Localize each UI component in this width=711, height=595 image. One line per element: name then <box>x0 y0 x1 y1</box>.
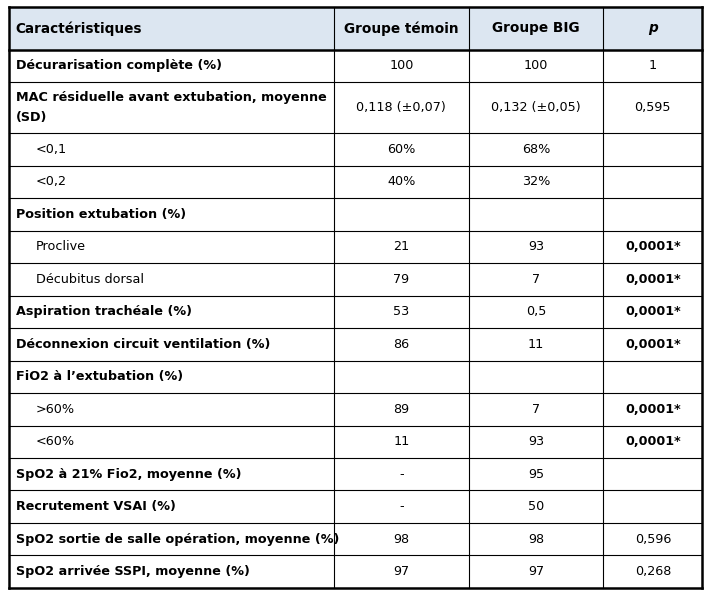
Text: SpO2 à 21% Fio2, moyenne (%): SpO2 à 21% Fio2, moyenne (%) <box>16 468 241 481</box>
Text: 7: 7 <box>532 403 540 416</box>
Text: 79: 79 <box>393 273 410 286</box>
Bar <box>9 296 702 328</box>
Text: 0,0001*: 0,0001* <box>625 338 680 351</box>
Bar <box>9 231 702 263</box>
Text: <60%: <60% <box>36 436 75 448</box>
Text: MAC résiduelle avant extubation, moyenne: MAC résiduelle avant extubation, moyenne <box>16 91 326 104</box>
Bar <box>9 361 702 393</box>
Text: 53: 53 <box>393 305 410 318</box>
Text: 0,118 (±0,07): 0,118 (±0,07) <box>356 101 447 114</box>
Bar <box>9 263 702 296</box>
Text: 100: 100 <box>524 60 548 73</box>
Text: 0,0001*: 0,0001* <box>625 403 680 416</box>
Text: Caractéristiques: Caractéristiques <box>16 21 142 36</box>
Text: 0,0001*: 0,0001* <box>625 305 680 318</box>
Text: SpO2 arrivée SSPI, moyenne (%): SpO2 arrivée SSPI, moyenne (%) <box>16 565 250 578</box>
Text: 100: 100 <box>389 60 414 73</box>
Text: 0,596: 0,596 <box>635 533 671 546</box>
Text: 0,595: 0,595 <box>635 101 671 114</box>
Text: Recrutement VSAI (%): Recrutement VSAI (%) <box>16 500 176 513</box>
Bar <box>9 7 702 49</box>
Text: 40%: 40% <box>387 176 415 189</box>
Text: Décurarisation complète (%): Décurarisation complète (%) <box>16 60 222 73</box>
Text: Déconnexion circuit ventilation (%): Déconnexion circuit ventilation (%) <box>16 338 270 351</box>
Text: 98: 98 <box>528 533 544 546</box>
Bar <box>9 490 702 523</box>
Text: 0,0001*: 0,0001* <box>625 273 680 286</box>
Text: >60%: >60% <box>36 403 75 416</box>
Bar <box>9 49 702 82</box>
Text: 89: 89 <box>393 403 410 416</box>
Text: 60%: 60% <box>387 143 415 156</box>
Text: Décubitus dorsal: Décubitus dorsal <box>36 273 144 286</box>
Text: 68%: 68% <box>522 143 550 156</box>
Text: 97: 97 <box>393 565 410 578</box>
Bar <box>9 82 702 133</box>
Text: (SD): (SD) <box>16 111 47 124</box>
Text: 1: 1 <box>649 60 657 73</box>
Text: 0,0001*: 0,0001* <box>625 436 680 448</box>
Text: 86: 86 <box>393 338 410 351</box>
Bar <box>9 133 702 166</box>
Text: 93: 93 <box>528 436 544 448</box>
Text: -: - <box>399 500 404 513</box>
Text: 21: 21 <box>393 240 410 253</box>
Text: p: p <box>648 21 658 35</box>
Text: 0,0001*: 0,0001* <box>625 240 680 253</box>
Bar <box>9 393 702 425</box>
Text: <0,2: <0,2 <box>36 176 67 189</box>
Text: FiO2 à l’extubation (%): FiO2 à l’extubation (%) <box>16 370 183 383</box>
Text: 32%: 32% <box>522 176 550 189</box>
Text: 98: 98 <box>393 533 410 546</box>
Text: <0,1: <0,1 <box>36 143 67 156</box>
Text: 93: 93 <box>528 240 544 253</box>
Text: 0,132 (±0,05): 0,132 (±0,05) <box>491 101 581 114</box>
Text: 50: 50 <box>528 500 544 513</box>
Text: 11: 11 <box>528 338 544 351</box>
Text: 7: 7 <box>532 273 540 286</box>
Text: Position extubation (%): Position extubation (%) <box>16 208 186 221</box>
Text: Aspiration trachéale (%): Aspiration trachéale (%) <box>16 305 192 318</box>
Bar <box>9 198 702 231</box>
Text: SpO2 sortie de salle opération, moyenne (%): SpO2 sortie de salle opération, moyenne … <box>16 533 339 546</box>
Text: 97: 97 <box>528 565 544 578</box>
Bar <box>9 425 702 458</box>
Text: -: - <box>399 468 404 481</box>
Bar <box>9 523 702 555</box>
Bar <box>9 555 702 588</box>
Bar <box>9 328 702 361</box>
Bar <box>9 166 702 198</box>
Text: 95: 95 <box>528 468 544 481</box>
Text: Proclive: Proclive <box>36 240 85 253</box>
Text: 0,268: 0,268 <box>635 565 671 578</box>
Text: Groupe BIG: Groupe BIG <box>492 21 579 35</box>
Bar <box>9 458 702 490</box>
Text: 0,5: 0,5 <box>525 305 546 318</box>
Text: 11: 11 <box>393 436 410 448</box>
Text: Groupe témoin: Groupe témoin <box>344 21 459 36</box>
